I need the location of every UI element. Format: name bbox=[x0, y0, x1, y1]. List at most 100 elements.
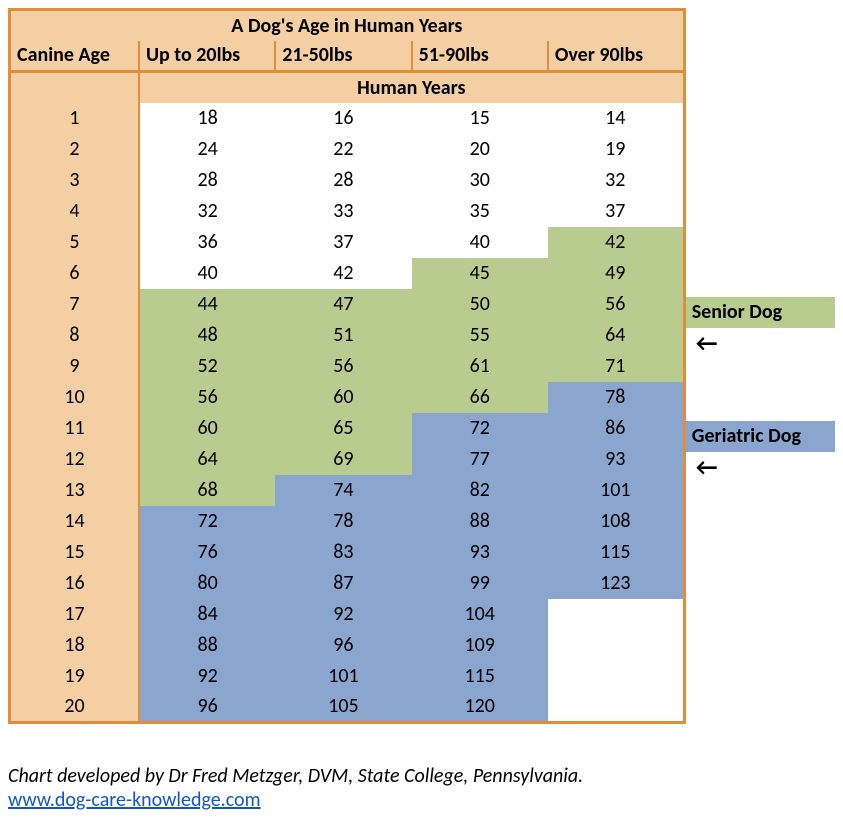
legend-spacer bbox=[686, 266, 835, 297]
canine-age-cell: 10 bbox=[10, 382, 139, 413]
legend-spacer bbox=[686, 173, 835, 204]
arrow-icon: ← bbox=[686, 328, 835, 359]
canine-age-cell: 17 bbox=[10, 599, 139, 630]
data-cell: 36 bbox=[139, 227, 275, 258]
legend-spacer bbox=[686, 545, 835, 576]
data-cell: 14 bbox=[548, 103, 684, 134]
canine-age-cell: 9 bbox=[10, 351, 139, 382]
canine-age-cell: 3 bbox=[10, 165, 139, 196]
data-cell: 42 bbox=[548, 227, 684, 258]
blank-cell bbox=[10, 72, 139, 103]
data-cell: 93 bbox=[548, 444, 684, 475]
legend-spacer bbox=[686, 359, 835, 390]
legend-spacer bbox=[686, 390, 835, 421]
data-cell: 120 bbox=[412, 692, 548, 723]
data-cell bbox=[548, 692, 684, 723]
data-cell: 18 bbox=[139, 103, 275, 134]
data-cell: 83 bbox=[275, 537, 411, 568]
data-cell: 82 bbox=[412, 475, 548, 506]
canine-age-cell: 4 bbox=[10, 196, 139, 227]
data-cell: 104 bbox=[412, 599, 548, 630]
data-cell: 44 bbox=[139, 289, 275, 320]
data-cell: 33 bbox=[275, 196, 411, 227]
data-cell: 96 bbox=[139, 692, 275, 723]
data-cell: 42 bbox=[275, 258, 411, 289]
col-upto20: Up to 20lbs bbox=[139, 41, 275, 72]
arrow-icon: ← bbox=[686, 452, 835, 483]
col-over90: Over 90lbs bbox=[548, 41, 684, 72]
data-cell bbox=[548, 661, 684, 692]
data-cell: 84 bbox=[139, 599, 275, 630]
legend-senior: Senior Dog bbox=[686, 297, 835, 328]
data-cell: 64 bbox=[548, 320, 684, 351]
data-cell: 50 bbox=[412, 289, 548, 320]
data-cell: 80 bbox=[139, 568, 275, 599]
col-51-90: 51-90lbs bbox=[412, 41, 548, 72]
legend-spacer bbox=[686, 514, 835, 545]
data-cell: 47 bbox=[275, 289, 411, 320]
data-cell: 19 bbox=[548, 134, 684, 165]
data-cell: 37 bbox=[275, 227, 411, 258]
col-canine-age: Canine Age bbox=[10, 41, 139, 72]
canine-age-cell: 8 bbox=[10, 320, 139, 351]
data-cell: 93 bbox=[412, 537, 548, 568]
legend-spacer bbox=[686, 483, 835, 514]
legend-spacer bbox=[686, 607, 835, 638]
canine-age-cell: 1 bbox=[10, 103, 139, 134]
dog-age-table: A Dog's Age in Human Years Canine Age Up… bbox=[8, 8, 686, 724]
legend-spacer bbox=[686, 638, 835, 669]
data-cell: 55 bbox=[412, 320, 548, 351]
data-cell: 92 bbox=[139, 661, 275, 692]
canine-age-cell: 2 bbox=[10, 134, 139, 165]
canine-age-cell: 11 bbox=[10, 413, 139, 444]
data-cell: 24 bbox=[139, 134, 275, 165]
data-cell: 78 bbox=[548, 382, 684, 413]
data-cell: 109 bbox=[412, 630, 548, 661]
legend-spacer bbox=[686, 235, 835, 266]
data-cell: 92 bbox=[275, 599, 411, 630]
data-cell: 22 bbox=[275, 134, 411, 165]
data-cell: 101 bbox=[275, 661, 411, 692]
data-cell: 88 bbox=[412, 506, 548, 537]
data-cell: 52 bbox=[139, 351, 275, 382]
data-cell: 49 bbox=[548, 258, 684, 289]
legend-spacer bbox=[686, 204, 835, 235]
data-cell: 74 bbox=[275, 475, 411, 506]
data-cell: 28 bbox=[275, 165, 411, 196]
data-cell: 69 bbox=[275, 444, 411, 475]
data-cell: 72 bbox=[139, 506, 275, 537]
data-cell: 88 bbox=[139, 630, 275, 661]
data-cell: 115 bbox=[548, 537, 684, 568]
legend-spacer bbox=[686, 731, 835, 762]
data-cell: 72 bbox=[412, 413, 548, 444]
data-cell: 115 bbox=[412, 661, 548, 692]
canine-age-cell: 14 bbox=[10, 506, 139, 537]
data-cell: 32 bbox=[548, 165, 684, 196]
data-cell: 66 bbox=[412, 382, 548, 413]
data-cell: 65 bbox=[275, 413, 411, 444]
source-link[interactable]: www.dog-care-knowledge.com bbox=[8, 788, 261, 812]
legend-spacer bbox=[686, 700, 835, 731]
data-cell: 68 bbox=[139, 475, 275, 506]
data-cell: 101 bbox=[548, 475, 684, 506]
data-cell: 123 bbox=[548, 568, 684, 599]
data-cell: 96 bbox=[275, 630, 411, 661]
data-cell: 71 bbox=[548, 351, 684, 382]
credit-text: Chart developed by Dr Fred Metzger, DVM,… bbox=[8, 764, 835, 788]
col-21-50: 21-50lbs bbox=[275, 41, 411, 72]
data-cell: 87 bbox=[275, 568, 411, 599]
data-cell: 37 bbox=[548, 196, 684, 227]
data-cell: 45 bbox=[412, 258, 548, 289]
data-cell: 86 bbox=[548, 413, 684, 444]
canine-age-cell: 13 bbox=[10, 475, 139, 506]
data-cell: 56 bbox=[139, 382, 275, 413]
data-cell: 56 bbox=[275, 351, 411, 382]
canine-age-cell: 19 bbox=[10, 661, 139, 692]
legend-geriatric: Geriatric Dog bbox=[686, 421, 835, 452]
canine-age-cell: 18 bbox=[10, 630, 139, 661]
data-cell: 30 bbox=[412, 165, 548, 196]
data-cell: 15 bbox=[412, 103, 548, 134]
data-cell: 48 bbox=[139, 320, 275, 351]
canine-age-cell: 7 bbox=[10, 289, 139, 320]
data-cell: 64 bbox=[139, 444, 275, 475]
